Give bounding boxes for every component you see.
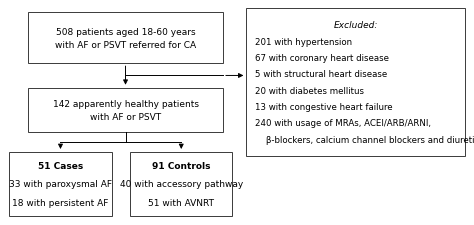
FancyBboxPatch shape <box>246 9 465 157</box>
Text: 5 with structural heart disease: 5 with structural heart disease <box>255 70 387 79</box>
Text: Excluded:: Excluded: <box>333 21 378 30</box>
FancyBboxPatch shape <box>9 152 111 216</box>
Text: 13 with congestive heart failure: 13 with congestive heart failure <box>255 103 392 112</box>
Text: 240 with usage of MRAs, ACEI/ARB/ARNI,: 240 with usage of MRAs, ACEI/ARB/ARNI, <box>255 119 431 128</box>
FancyBboxPatch shape <box>28 13 223 64</box>
Text: 18 with persistent AF: 18 with persistent AF <box>12 198 109 207</box>
Text: 142 apparently healthy patients
with AF or PSVT: 142 apparently healthy patients with AF … <box>53 99 199 121</box>
Text: 67 with coronary heart disease: 67 with coronary heart disease <box>255 54 389 63</box>
Text: 40 with accessory pathway: 40 with accessory pathway <box>119 180 243 189</box>
Text: 508 patients aged 18-60 years
with AF or PSVT referred for CA: 508 patients aged 18-60 years with AF or… <box>55 28 196 50</box>
Text: 33 with paroxysmal AF: 33 with paroxysmal AF <box>9 180 112 189</box>
Text: 20 with diabetes mellitus: 20 with diabetes mellitus <box>255 86 364 95</box>
Text: 201 with hypertension: 201 with hypertension <box>255 38 352 47</box>
FancyBboxPatch shape <box>28 88 223 132</box>
FancyBboxPatch shape <box>130 152 232 216</box>
Text: 51 Cases: 51 Cases <box>38 161 83 170</box>
Text: 51 with AVNRT: 51 with AVNRT <box>148 198 214 207</box>
Text: 91 Controls: 91 Controls <box>152 161 210 170</box>
Text: β-blockers, calcium channel blockers and diuretics: β-blockers, calcium channel blockers and… <box>255 135 474 144</box>
